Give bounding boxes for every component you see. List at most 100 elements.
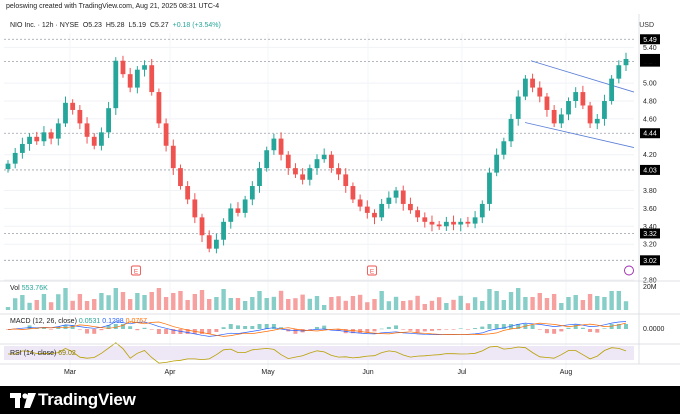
macd-legend: MACD (12, 26, close) 0.0531 0.1298 0.076… xyxy=(10,318,147,325)
candle-body xyxy=(257,168,262,187)
candle-body xyxy=(321,154,327,160)
volume-axis-label: 20M xyxy=(643,284,657,291)
volume-bar xyxy=(343,300,348,310)
volume-bar xyxy=(5,307,11,310)
candle-body xyxy=(436,224,442,227)
candle-body xyxy=(465,221,471,224)
macd-bar xyxy=(494,324,499,329)
candle-body xyxy=(55,123,61,139)
macd-value-3: 0.0767 xyxy=(125,318,148,325)
candle-body xyxy=(400,190,406,204)
footer-bar: TradingView xyxy=(0,386,680,414)
volume-bar xyxy=(235,298,241,310)
candle-body xyxy=(408,203,413,211)
level-label: 4.44 xyxy=(643,131,657,138)
macd-bar xyxy=(422,329,427,332)
volume-legend: Vol 553.76K xyxy=(10,285,48,292)
volume-bar xyxy=(221,289,226,310)
candle-body xyxy=(551,109,557,124)
macd-bar xyxy=(465,329,470,330)
volume-bar xyxy=(314,296,320,310)
level-label-box xyxy=(640,164,660,175)
price-levels: 5.495.244.444.033.323.02 xyxy=(4,34,660,266)
volume-bar xyxy=(408,300,413,310)
volume-bar xyxy=(48,302,54,310)
candle-body xyxy=(393,190,399,198)
volume-bar xyxy=(587,294,593,310)
level-label-box xyxy=(640,128,660,139)
volume-bar xyxy=(106,295,111,310)
candle-body xyxy=(235,208,241,213)
volume-bar xyxy=(12,298,18,310)
x-tick-label: Apr xyxy=(165,369,177,376)
candle-body xyxy=(192,199,198,218)
candle-body xyxy=(221,221,226,240)
macd-bar xyxy=(501,324,506,329)
macd-label: MACD (12, 26, close) xyxy=(10,318,77,325)
candle-body xyxy=(300,174,306,180)
macd-bar xyxy=(200,329,205,334)
brand-name: TradingView xyxy=(38,390,136,409)
candle-body xyxy=(508,118,514,142)
volume-bar xyxy=(487,289,492,310)
y-tick-label: 4.20 xyxy=(643,152,657,159)
candle-body xyxy=(522,78,528,97)
volume-bar xyxy=(393,296,399,310)
volume-bar xyxy=(34,300,39,310)
volume-bar xyxy=(63,288,68,310)
candle-body xyxy=(494,154,500,173)
candle-body xyxy=(558,114,564,124)
last-price-box xyxy=(640,53,660,64)
change-value: +0.18 (+3.54%) xyxy=(172,22,221,29)
macd-bar xyxy=(458,328,463,329)
macd-bar xyxy=(573,324,578,329)
macd-bar xyxy=(616,324,621,329)
time-axis: Mar Apr May Jun Jul Aug xyxy=(64,369,572,376)
candle-body xyxy=(228,208,234,222)
signal-line xyxy=(7,321,627,337)
volume-bar xyxy=(516,288,521,310)
level-label: 3.32 xyxy=(643,231,657,238)
volume-bar xyxy=(70,300,75,310)
candle-body xyxy=(278,138,284,155)
volume-bar xyxy=(573,295,578,310)
volume-bar xyxy=(386,301,392,310)
volume-bar xyxy=(178,291,183,310)
candle-body xyxy=(451,221,456,225)
macd-bar xyxy=(480,326,485,329)
candle-body xyxy=(34,136,40,142)
volume-bar xyxy=(357,294,363,310)
volume-bar xyxy=(207,299,212,310)
volume-bar xyxy=(508,292,514,310)
chart-canvas[interactable]: 5.495.244.444.033.323.02 5.405.004.804.6… xyxy=(0,0,680,386)
volume-bar xyxy=(595,296,600,310)
candle-body xyxy=(379,203,385,218)
volume-bar xyxy=(286,299,291,310)
symbol-ohlc-legend: NIO Inc. · 12h · NYSE O5.23 H5.28 L5.19 … xyxy=(10,22,223,29)
candle-body xyxy=(314,159,320,169)
candle-body xyxy=(293,168,298,175)
volume-bar xyxy=(113,288,118,310)
candle-body xyxy=(422,217,428,222)
candle-body xyxy=(19,143,25,153)
macd-bar xyxy=(228,324,233,329)
volume-bar xyxy=(336,296,341,310)
candle-body xyxy=(77,109,83,124)
volume-bar xyxy=(192,294,198,310)
macd-bar xyxy=(264,324,269,329)
candle-body xyxy=(602,101,607,119)
macd-bar xyxy=(250,326,255,329)
candle-body xyxy=(623,58,629,66)
candles xyxy=(5,52,660,254)
candle-body xyxy=(264,150,270,169)
macd-bar xyxy=(365,329,370,333)
volume-bar xyxy=(451,299,456,310)
volume-bar xyxy=(120,292,126,310)
volume-bar xyxy=(92,299,97,310)
volume-bar xyxy=(41,294,47,310)
macd-bar xyxy=(473,328,478,329)
macd-bar xyxy=(142,327,147,329)
candle-body xyxy=(609,78,615,102)
candle-body xyxy=(472,217,478,224)
volume-bar xyxy=(551,294,557,310)
